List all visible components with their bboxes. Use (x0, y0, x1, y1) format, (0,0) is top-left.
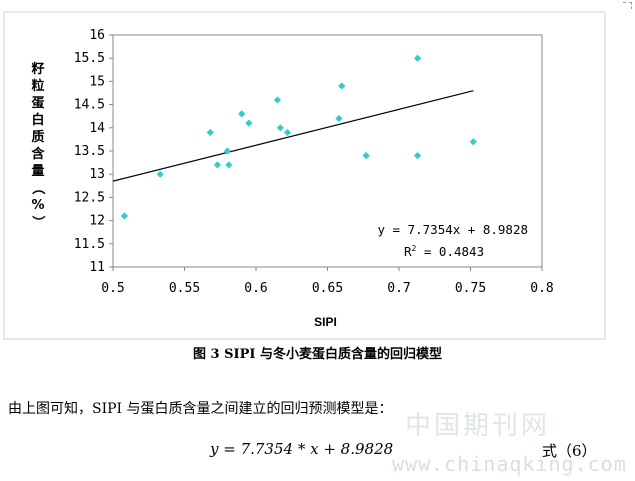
chart: 11 11.5 12 12.5 13 13.5 14 14.5 15 15.5 16 0.5 0.55 0… (3, 11, 606, 340)
x-tick-label: 0.5 (101, 281, 124, 296)
formula-number: 式（6） (542, 442, 597, 460)
y-tick-label: 12 (89, 214, 105, 229)
watermark-url: www.chinaqking.com (392, 452, 627, 476)
corner-marker (623, 2, 632, 9)
y-tick-label: 13.5 (74, 144, 105, 159)
y-tick-label: 15.5 (74, 51, 105, 66)
x-tick-label: 0.7 (387, 281, 410, 296)
y-axis-label-char: 蛋 (31, 96, 44, 111)
y-tick-label: 11 (89, 260, 105, 275)
data-point (223, 147, 231, 155)
y-axis-label-char: 质 (31, 129, 44, 145)
x-tick-label: 0.55 (169, 281, 200, 296)
y-axis-label-char: 量 (31, 164, 44, 179)
x-tick-label: 0.75 (455, 281, 486, 296)
data-point (206, 128, 214, 137)
y-axis-label-char: 含 (30, 146, 45, 162)
x-tick-label: 0.65 (312, 281, 343, 296)
data-point (213, 161, 221, 169)
data-point (156, 170, 164, 178)
data-point (225, 161, 233, 169)
scatter-chart-svg: 11 11.5 12 12.5 13 13.5 14 14.5 15 15.5 16 0.5 0.55 0… (3, 11, 606, 340)
figure-caption: 图 3 SIPI 与冬小麦蛋白质含量的回归模型 (193, 347, 442, 362)
y-tick-label: 16 (89, 28, 105, 43)
chart-frame (3, 11, 606, 340)
y-tick-label: 14.5 (74, 98, 105, 113)
data-point (362, 152, 370, 160)
data-point (276, 124, 284, 132)
data-point (335, 114, 343, 123)
r-squared-annotation: R2 = 0.4843 (404, 244, 484, 259)
y-tick-label: 12.5 (74, 190, 105, 205)
y-axis-label-char: （ (30, 181, 46, 194)
data-point (469, 138, 477, 146)
data-point (238, 110, 246, 118)
x-axis-label: SIPI (314, 315, 337, 329)
y-axis-label-char: % (31, 198, 44, 213)
body-paragraph: 由上图可知，SIPI 与蛋白质含量之间建立的回归预测模型是： (8, 401, 393, 417)
equation-annotation: y = 7.7354x + 8.9828 (377, 222, 528, 237)
y-tick-label: 15 (89, 74, 105, 89)
x-tick-label: 0.6 (244, 281, 267, 296)
y-tick-label: 11.5 (74, 237, 105, 252)
data-point (283, 128, 292, 137)
x-tick-label: 0.8 (530, 281, 553, 296)
data-point (120, 212, 129, 220)
regression-formula: y = 7.7354 * x + 8.9828 (210, 440, 394, 458)
data-point (273, 96, 282, 104)
watermark-chinese: 中国期刊网 (405, 411, 551, 441)
y-tick-label: 13 (89, 167, 105, 182)
y-axis-label-char: 籽 (31, 61, 44, 77)
data-point (413, 54, 422, 62)
y-tick-label: 14 (89, 121, 105, 136)
trendline (112, 90, 474, 182)
data-point (338, 82, 346, 90)
data-point (245, 119, 253, 127)
data-point (413, 152, 422, 160)
y-axis-label-char: 粒 (31, 78, 44, 94)
y-axis-label-char: ） (30, 215, 46, 228)
y-axis-label-char: 白 (31, 112, 44, 128)
